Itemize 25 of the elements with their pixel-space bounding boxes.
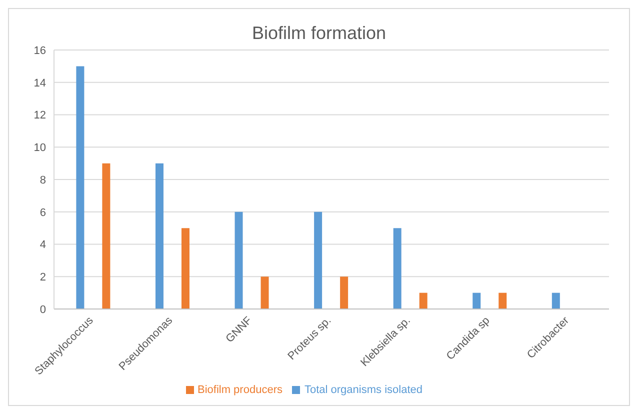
legend-label: Total organisms isolated (304, 384, 422, 396)
bar (234, 212, 243, 309)
bar (419, 292, 428, 309)
bar (181, 228, 190, 309)
y-tick-label: 8 (40, 174, 46, 186)
legend-label: Biofilm producers (198, 384, 282, 396)
y-tick-label: 2 (40, 272, 46, 284)
bar (76, 66, 84, 309)
y-tick-label: 0 (40, 304, 46, 316)
bar (102, 163, 110, 309)
y-tick-label: 12 (34, 110, 46, 122)
bar (155, 163, 164, 309)
bar (340, 276, 348, 309)
bar (260, 276, 269, 309)
bar (393, 228, 402, 309)
chart-title: Biofilm formation (250, 23, 388, 44)
y-tick-label: 6 (40, 206, 46, 219)
bar (314, 212, 322, 309)
bar (472, 292, 481, 309)
y-tick-label: 16 (34, 44, 46, 57)
bar (552, 292, 560, 309)
y-tick-label: 10 (34, 142, 46, 154)
bar (498, 292, 507, 309)
y-tick-label: 4 (40, 239, 46, 252)
y-tick-label: 14 (34, 77, 46, 90)
